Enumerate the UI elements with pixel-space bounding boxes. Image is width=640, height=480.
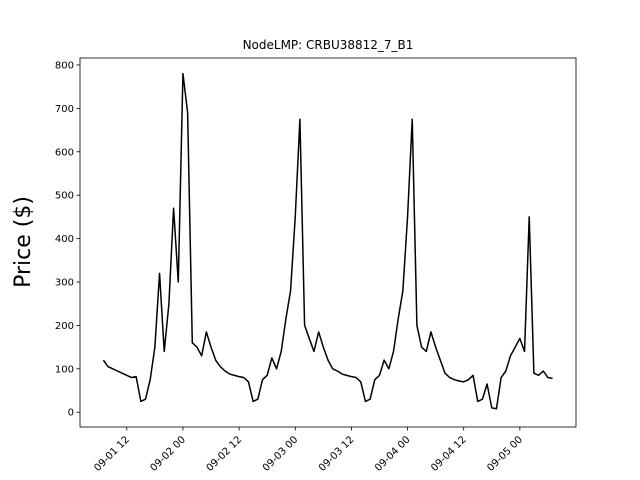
y-tick-label: 0	[68, 408, 74, 419]
y-tick-label: 200	[55, 321, 74, 332]
chart-title: NodeLMP: CRBU38812_7_B1	[243, 38, 414, 52]
y-tick-label: 100	[55, 364, 74, 375]
x-tick-label: 09-02 12	[205, 434, 245, 474]
y-tick-label: 300	[55, 278, 74, 289]
x-tick-label: 09-03 12	[317, 434, 357, 474]
y-tick-label: 400	[55, 234, 74, 245]
y-axis-label: Price ($)	[11, 196, 36, 288]
price-line	[102, 72, 553, 410]
x-tick-label: 09-03 00	[261, 434, 301, 474]
x-tick-label: 09-04 00	[373, 434, 413, 474]
x-tick-label: 09-04 12	[429, 434, 469, 474]
y-tick-label: 700	[55, 104, 74, 115]
y-tick-label: 800	[55, 60, 74, 71]
plot-frame	[79, 57, 577, 428]
x-tick-label: 09-02 00	[148, 434, 188, 474]
x-tick-label: 09-01 12	[92, 434, 132, 474]
y-tick-label: 600	[55, 147, 74, 158]
x-tick-label: 09-05 00	[485, 434, 525, 474]
y-tick-label: 500	[55, 191, 74, 202]
